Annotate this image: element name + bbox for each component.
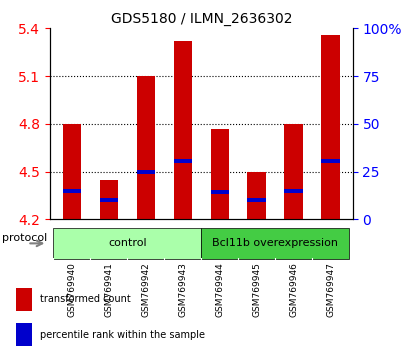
Bar bbox=[284, 124, 303, 219]
Bar bbox=[63, 189, 81, 193]
Bar bbox=[63, 124, 81, 219]
Bar bbox=[284, 189, 303, 193]
Bar bbox=[247, 198, 266, 202]
Bar bbox=[16, 288, 32, 311]
Text: GSM769947: GSM769947 bbox=[326, 262, 335, 317]
Text: GSM769945: GSM769945 bbox=[252, 262, 261, 317]
Text: GSM769946: GSM769946 bbox=[289, 262, 298, 317]
FancyBboxPatch shape bbox=[201, 228, 349, 258]
Bar bbox=[321, 159, 340, 162]
Text: control: control bbox=[108, 238, 146, 249]
Bar bbox=[137, 170, 155, 174]
Text: protocol: protocol bbox=[2, 233, 48, 243]
Text: percentile rank within the sample: percentile rank within the sample bbox=[40, 330, 205, 339]
FancyBboxPatch shape bbox=[54, 228, 201, 258]
Bar bbox=[100, 198, 118, 202]
Text: GSM769942: GSM769942 bbox=[142, 262, 150, 317]
Bar bbox=[247, 172, 266, 219]
Bar bbox=[173, 159, 192, 162]
Text: GSM769941: GSM769941 bbox=[105, 262, 113, 317]
Text: GSM769943: GSM769943 bbox=[178, 262, 187, 317]
Bar bbox=[210, 129, 229, 219]
Bar bbox=[100, 180, 118, 219]
Text: Bcl11b overexpression: Bcl11b overexpression bbox=[212, 238, 338, 249]
Bar bbox=[173, 41, 192, 219]
Bar bbox=[137, 76, 155, 219]
Text: GSM769944: GSM769944 bbox=[215, 262, 224, 317]
Bar bbox=[210, 190, 229, 194]
Text: transformed count: transformed count bbox=[40, 295, 131, 304]
Text: GSM769940: GSM769940 bbox=[68, 262, 76, 317]
Bar bbox=[321, 35, 340, 219]
Bar bbox=[16, 323, 32, 346]
Title: GDS5180 / ILMN_2636302: GDS5180 / ILMN_2636302 bbox=[110, 12, 292, 26]
